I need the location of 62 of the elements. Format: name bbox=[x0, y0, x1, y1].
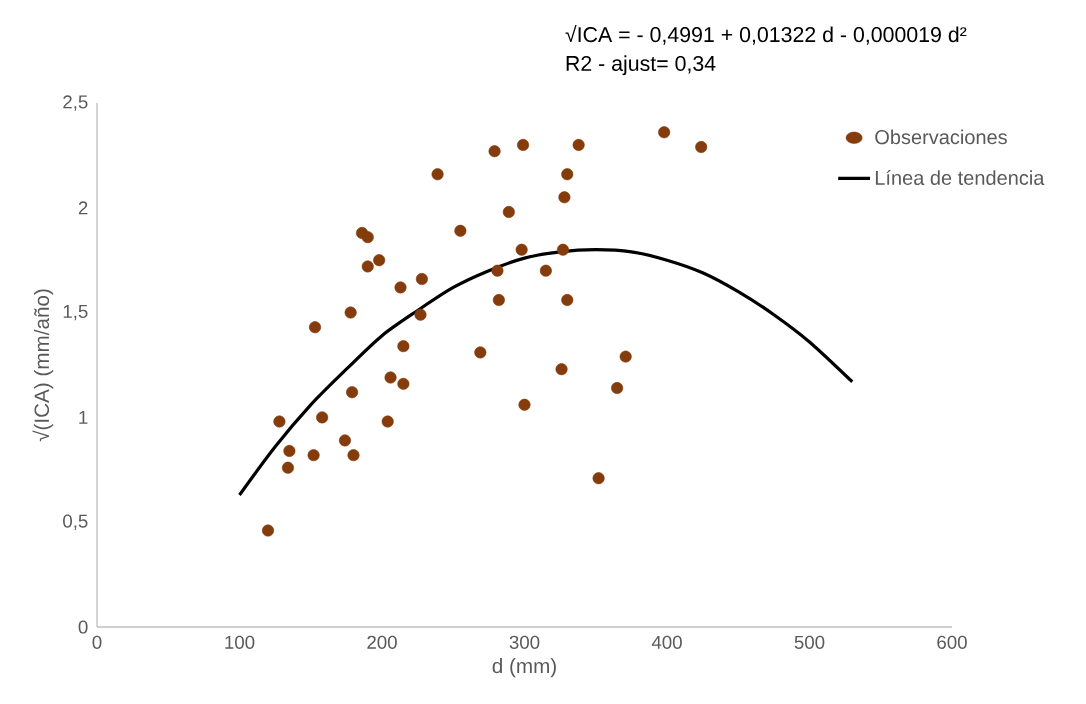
x-tick-label: 500 bbox=[794, 635, 825, 649]
point bbox=[361, 260, 374, 273]
x-tick-label: 200 bbox=[367, 635, 397, 649]
point bbox=[361, 231, 374, 244]
point bbox=[415, 273, 428, 286]
point bbox=[561, 168, 574, 181]
point bbox=[517, 138, 530, 151]
y-axis-title: √(ICA) (mm/año) bbox=[32, 289, 54, 442]
point bbox=[344, 306, 357, 319]
point bbox=[394, 281, 407, 294]
point bbox=[384, 371, 397, 384]
y-tick-label: 2 bbox=[78, 201, 88, 215]
point bbox=[431, 168, 444, 181]
legend-label: Línea de tendencia bbox=[875, 170, 1045, 185]
point bbox=[283, 444, 296, 457]
text: R2 - ajust= 0,34 bbox=[566, 55, 716, 76]
point bbox=[539, 264, 552, 277]
point bbox=[695, 141, 708, 154]
point bbox=[558, 191, 571, 204]
point bbox=[307, 449, 320, 462]
point bbox=[592, 472, 605, 485]
point bbox=[561, 294, 574, 307]
point bbox=[556, 243, 569, 256]
x-tick-label: 600 bbox=[937, 635, 967, 649]
point bbox=[611, 382, 624, 395]
point bbox=[381, 415, 394, 428]
y-tick-label: 1 bbox=[79, 410, 88, 424]
y-tick-label: 0 bbox=[78, 620, 88, 634]
point bbox=[502, 205, 515, 218]
point bbox=[309, 321, 322, 334]
x-axis-title: d (mm) bbox=[492, 658, 556, 678]
point bbox=[555, 363, 568, 376]
point bbox=[488, 145, 501, 158]
point bbox=[474, 346, 487, 359]
x-tick-label: 300 bbox=[509, 635, 540, 649]
point bbox=[518, 398, 531, 411]
point bbox=[373, 254, 386, 267]
point bbox=[491, 264, 504, 277]
point bbox=[572, 138, 585, 151]
x-tick-label: 400 bbox=[651, 635, 682, 649]
point bbox=[454, 224, 467, 237]
point bbox=[281, 461, 294, 474]
point bbox=[397, 377, 410, 390]
point bbox=[262, 524, 275, 537]
point bbox=[619, 350, 632, 363]
point bbox=[414, 308, 427, 321]
point bbox=[347, 449, 360, 462]
x-tick-label: 0 bbox=[92, 635, 102, 649]
point bbox=[346, 386, 359, 399]
y-tick-label: 0,5 bbox=[63, 514, 88, 530]
point bbox=[515, 243, 528, 256]
x-tick-label: 100 bbox=[225, 635, 255, 649]
y-tick-label: 1,5 bbox=[63, 304, 88, 321]
point bbox=[492, 294, 505, 307]
point bbox=[658, 126, 671, 139]
text: √ICA = - 0,4991 + 0,01322 d - 0,000019 d² bbox=[565, 25, 967, 45]
legend-label: Observaciones bbox=[875, 129, 1007, 145]
point bbox=[338, 434, 351, 447]
point bbox=[397, 340, 410, 353]
point bbox=[273, 415, 286, 428]
y-tick-label: 2,5 bbox=[63, 95, 88, 111]
point bbox=[316, 411, 329, 424]
